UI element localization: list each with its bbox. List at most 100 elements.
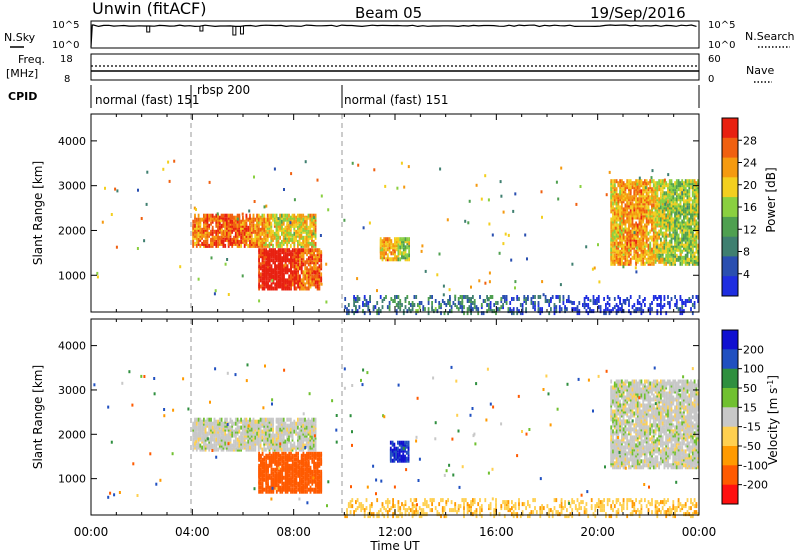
power-cell: [651, 253, 653, 258]
power-cell: [240, 223, 242, 228]
power-cell: [307, 262, 310, 267]
power-cell: [409, 309, 412, 314]
power-cell: [286, 213, 289, 218]
power-cell: [514, 280, 517, 284]
power-cell: [283, 188, 285, 191]
velocity-cell: [263, 437, 266, 442]
velocity-cell: [293, 461, 296, 466]
power-cell: [211, 231, 214, 236]
power-cell: [684, 231, 687, 236]
power-cell: [297, 225, 299, 230]
power-cell: [270, 229, 273, 234]
power-ylabel: Slant Range [km]: [31, 161, 45, 265]
power-cell: [463, 305, 465, 310]
power-cell: [635, 229, 637, 234]
velocity-cell: [309, 455, 312, 460]
power-cell: [226, 223, 228, 228]
power-cell: [468, 305, 471, 310]
velocity-cell: [206, 417, 209, 422]
power-cell: [199, 227, 202, 232]
power-cell: [385, 257, 387, 262]
velocity-cell: [231, 433, 234, 438]
power-cell: [654, 227, 657, 232]
power-cell: [640, 231, 643, 236]
velocity-cell: [242, 435, 244, 440]
power-cell: [224, 217, 227, 222]
power-cell: [496, 307, 499, 312]
power-cell: [681, 259, 684, 264]
velocity-cell: [208, 417, 211, 422]
power-cell: [511, 309, 513, 314]
velocity-cell: [299, 459, 301, 464]
power-cell: [614, 226, 617, 230]
power-cell: [697, 195, 699, 200]
power-cell: [316, 260, 319, 265]
power-cell: [645, 201, 648, 206]
power-cell: [621, 193, 623, 198]
power-cell: [631, 241, 634, 246]
power-cell: [277, 231, 280, 236]
power-cell: [302, 276, 305, 281]
power-cell: [686, 253, 689, 258]
nsky-panel-frame: [90, 20, 700, 49]
power-cell: [642, 207, 645, 212]
velocity-cell: [257, 419, 260, 424]
power-cell: [651, 227, 653, 232]
velocity-cell: [277, 483, 280, 488]
velocity-cell: [286, 435, 289, 440]
power-cell: [661, 205, 664, 210]
power-cell: [309, 284, 312, 289]
velocity-cell: [213, 437, 216, 442]
power-cell: [636, 182, 639, 186]
velocity-cell: [297, 487, 299, 492]
power-cell: [613, 183, 616, 188]
power-cell: [234, 215, 237, 220]
power-cell: [277, 270, 280, 275]
power-cell: [612, 179, 614, 184]
power-cell: [306, 252, 308, 257]
velocity-cell: [275, 417, 278, 422]
power-cell: [259, 231, 262, 236]
power-cell: [265, 266, 268, 271]
power-cell: [307, 272, 310, 277]
power-cell: [679, 195, 682, 200]
power-cell: [615, 255, 618, 260]
velocity-cell: [273, 433, 276, 438]
power-cell: [406, 245, 409, 250]
power-cell: [392, 251, 394, 256]
power-cell: [488, 280, 491, 284]
velocity-cell: [300, 477, 303, 482]
power-cell: [631, 185, 634, 190]
power-cell: [179, 265, 182, 269]
freq-label: Freq.: [18, 53, 45, 66]
power-cell: [300, 260, 303, 265]
power-cell: [381, 239, 384, 244]
power-cell: [286, 264, 289, 269]
power-cell: [480, 305, 483, 310]
power-cell: [537, 301, 540, 305]
velocity-cell: [277, 417, 280, 422]
power-cell: [293, 248, 296, 253]
power-cell: [628, 195, 630, 200]
power-cell: [663, 191, 666, 196]
power-cell: [684, 225, 687, 230]
power-cell: [281, 239, 283, 244]
power-cell: [612, 227, 614, 232]
power-cell: [636, 215, 639, 220]
power-cell: [407, 165, 410, 169]
power-cell: [679, 227, 682, 232]
power-cell: [224, 237, 227, 242]
power-cell: [404, 305, 407, 310]
power-cell: [277, 274, 280, 279]
velocity-cell: [281, 447, 283, 452]
velocity-cell: [267, 481, 269, 486]
power-cell: [365, 299, 368, 303]
power-cell: [612, 211, 614, 216]
power-cell: [684, 303, 687, 307]
power-cell: [224, 221, 227, 226]
power-cell: [537, 295, 540, 299]
power-cell: [304, 266, 307, 271]
power-cell: [318, 274, 321, 279]
power-cell: [304, 243, 306, 248]
power-cell: [656, 239, 659, 244]
